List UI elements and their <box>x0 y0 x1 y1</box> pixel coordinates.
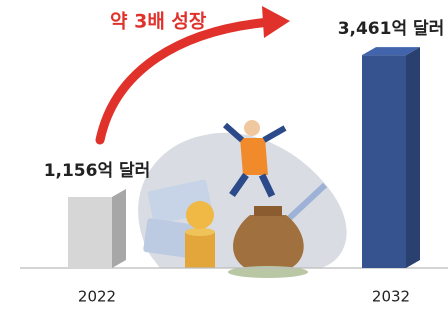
bar <box>362 47 420 268</box>
value-label: 3,461억 달러 <box>338 18 445 39</box>
value-label: 1,156억 달러 <box>44 160 151 181</box>
x-tick-label: 2032 <box>372 288 410 306</box>
illustration <box>138 120 347 278</box>
bar-side <box>112 189 126 268</box>
x-tick-label: 2022 <box>78 288 116 306</box>
bar-side <box>406 47 420 268</box>
bar <box>68 189 126 268</box>
annotation: 약 3배 성장 <box>110 11 207 33</box>
growth-arrowhead <box>262 6 290 38</box>
chart: 약 3배 성장 1,156억 달러 2022 3,461억 달러 2032 <box>0 0 448 311</box>
bar-front <box>68 197 112 268</box>
page: 약 3배 성장 1,156억 달러20223,461억 달러2032 (() =… <box>0 0 448 311</box>
growth-arrow <box>100 22 270 140</box>
bar-front <box>362 55 406 268</box>
coin-stack <box>185 201 215 268</box>
